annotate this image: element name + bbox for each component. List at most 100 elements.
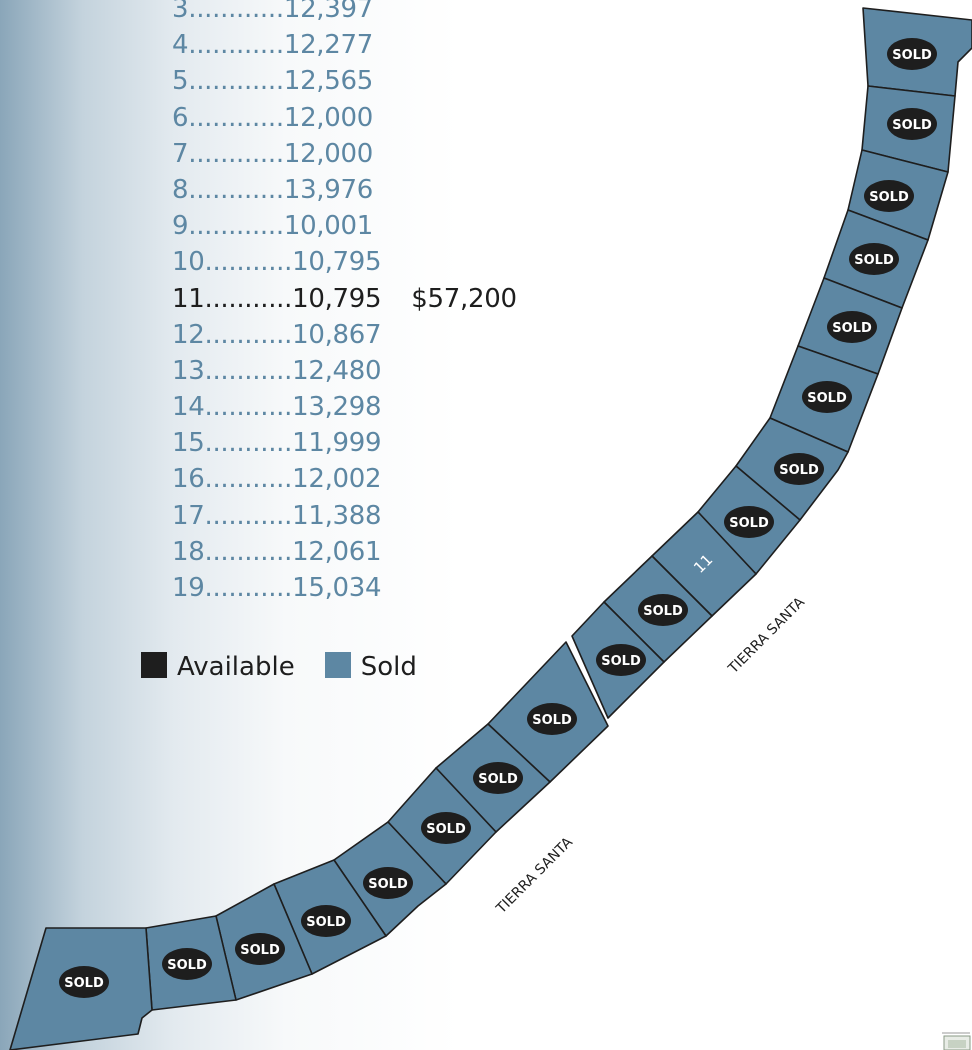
- lot-row: 3............12,397: [172, 0, 517, 27]
- sold-badge-text: SOLD: [64, 976, 104, 991]
- corner-logo-icon: [942, 1032, 971, 1050]
- sold-badge-text: SOLD: [601, 654, 641, 669]
- lot-row: 6............12,000: [172, 100, 517, 136]
- lot-size: 10,867: [292, 319, 382, 350]
- lot-size: 12,397: [283, 0, 374, 24]
- lot-dots: ............: [188, 102, 284, 133]
- sold-badge: SOLD: [59, 966, 109, 998]
- lot-size: 10,795: [292, 283, 382, 314]
- sold-badge-shape: [527, 703, 577, 735]
- lot-size: 12,480: [292, 355, 382, 386]
- legend: Available Sold: [141, 652, 417, 682]
- sold-badge-text: SOLD: [643, 604, 683, 619]
- lot-dots: ...........: [204, 355, 293, 386]
- sold-badge-text: SOLD: [306, 915, 346, 930]
- lot-dots: ...........: [204, 536, 293, 567]
- lot-row: 4............12,277: [172, 27, 517, 63]
- sold-badge-text: SOLD: [167, 958, 207, 973]
- sold-badge-shape: [638, 594, 688, 626]
- lot-dots: ............: [188, 174, 284, 205]
- lot-dots: ............: [188, 0, 284, 24]
- street-label-upper: TIERRA SANTA: [725, 594, 809, 678]
- lot-number: 16: [172, 464, 205, 495]
- sold-badge-text: SOLD: [807, 391, 847, 406]
- lot-size: 12,000: [283, 138, 374, 169]
- sold-badge-shape: [802, 381, 852, 413]
- lot-row: 19...........15,034: [172, 570, 517, 606]
- lot-number: 10: [172, 247, 205, 278]
- legend-label-available: Available: [177, 652, 295, 682]
- sold-badge: SOLD: [887, 108, 937, 140]
- lot-number: 7: [172, 138, 189, 169]
- lot-row: 13...........12,480: [172, 353, 517, 389]
- sold-badge: SOLD: [864, 180, 914, 212]
- lot-dots: ............: [188, 66, 284, 97]
- sold-badge: SOLD: [774, 453, 824, 485]
- sold-badge-shape: [827, 311, 877, 343]
- lot-size: 12,002: [292, 464, 382, 495]
- sold-badge: SOLD: [421, 812, 471, 844]
- lot-row: 7............12,000: [172, 136, 517, 172]
- lot-size: 10,795: [292, 247, 382, 278]
- sold-badge-text: SOLD: [478, 772, 518, 787]
- sold-badge: SOLD: [849, 243, 899, 275]
- lot-size: 12,061: [292, 536, 382, 567]
- lot-number: 12: [172, 319, 205, 350]
- lot-size: 12,000: [283, 102, 374, 133]
- lot-dots: ............: [188, 30, 284, 61]
- lot-number: 6: [172, 102, 189, 133]
- lot-dots: ...........: [204, 283, 293, 314]
- lot-number: 17: [172, 500, 205, 531]
- sold-badge: SOLD: [887, 38, 937, 70]
- sold-badge-shape: [849, 243, 899, 275]
- sold-badge: SOLD: [301, 905, 351, 937]
- sold-badge-text: SOLD: [368, 877, 408, 892]
- sold-badge: SOLD: [638, 594, 688, 626]
- lot-price: $57,200: [411, 283, 517, 314]
- sold-badge-text: SOLD: [854, 253, 894, 268]
- legend-swatch-sold: [324, 652, 351, 678]
- lot-number: 19: [172, 573, 205, 603]
- sold-badge-text: SOLD: [892, 48, 932, 63]
- lot-number: 9: [172, 211, 189, 242]
- lot-dots: ............: [188, 138, 284, 169]
- sold-badge: SOLD: [235, 933, 285, 965]
- lot-size: 15,034: [292, 573, 382, 603]
- lot-row: 15...........11,999: [172, 425, 517, 461]
- lot-number: 11: [172, 283, 205, 314]
- lot-size-table: 3............12,397 4............12,277 5.…: [172, 0, 517, 606]
- lot-size: 10,001: [283, 211, 374, 242]
- sold-badge-text: SOLD: [532, 713, 572, 728]
- legend-label-sold: Sold: [360, 652, 417, 682]
- sold-badge: SOLD: [724, 506, 774, 538]
- lot-row: 8............13,976: [172, 172, 517, 208]
- lot-row: 16...........12,002: [172, 461, 517, 497]
- legend-swatch-available: [141, 652, 167, 678]
- sold-badge-shape: [421, 812, 471, 844]
- lot-dots: ...........: [204, 573, 293, 603]
- sold-badge: SOLD: [827, 311, 877, 343]
- lot-row: 11...........10,795 $57,200: [172, 281, 517, 317]
- sold-badge-shape: [596, 644, 646, 676]
- sold-badge-text: SOLD: [779, 463, 819, 478]
- sold-badge-shape: [887, 108, 937, 140]
- sold-badge-shape: [301, 905, 351, 937]
- lot-dots: ...........: [204, 319, 293, 350]
- sold-badge-shape: [887, 38, 937, 70]
- lot-number: 4: [172, 30, 189, 61]
- lot-size: 13,298: [292, 392, 382, 423]
- lot-row: 14...........13,298: [172, 389, 517, 425]
- lot-row: 12...........10,867: [172, 317, 517, 353]
- sold-badge-text: SOLD: [832, 321, 872, 336]
- sold-badges-layer: SOLD SOLD SOLD SOLD SOLD SOLD SOLD SOLD SOLD SOLD…: [59, 38, 937, 998]
- lot-dots: ...........: [204, 428, 293, 459]
- sold-badge-shape: [774, 453, 824, 485]
- lot-number: 3: [172, 0, 189, 24]
- sold-badge: SOLD: [363, 867, 413, 899]
- sold-badge-shape: [235, 933, 285, 965]
- sold-badge-shape: [363, 867, 413, 899]
- sold-badge: SOLD: [527, 703, 577, 735]
- sold-badge: SOLD: [473, 762, 523, 794]
- lot-dots: ...........: [204, 392, 293, 423]
- lot-number: 18: [172, 536, 205, 567]
